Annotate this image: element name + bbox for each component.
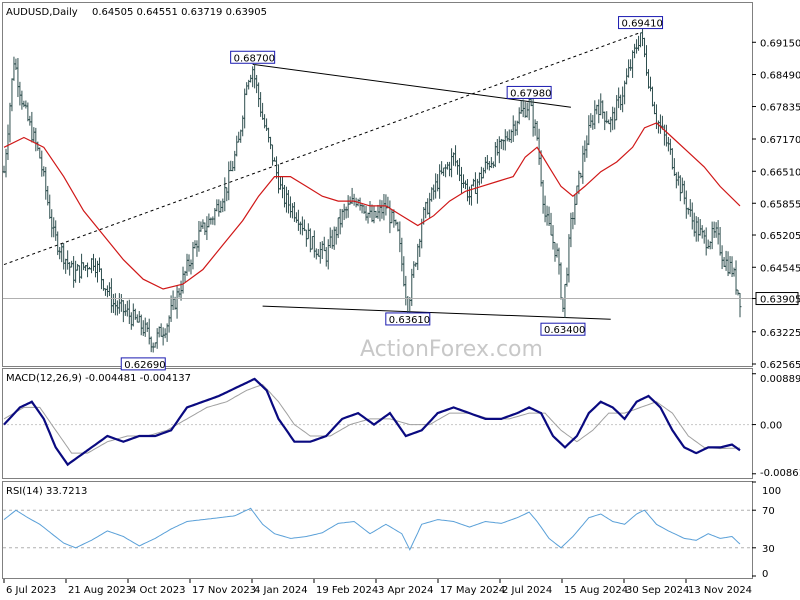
- rsi-y-axis: 100 70 30 0: [752, 481, 781, 580]
- price-tick: 0.65855: [752, 199, 800, 210]
- macd-tick: -0.008612: [752, 468, 800, 479]
- x-tick: 19 Feb 2024: [313, 579, 378, 596]
- rsi-panel-frame: [2, 481, 753, 579]
- macd-title: MACD(12,26,9) -0.004481 -0.004137: [6, 373, 191, 384]
- price-annotations: 0.62690 0.68700 0.67980 0.63610 0.63400 0.694…: [120, 16, 664, 371]
- price-bar: [738, 292, 742, 318]
- price-tick: 0.69150: [752, 38, 800, 49]
- svg-text:0.67835: 0.67835: [760, 103, 800, 114]
- macd-y-axis: 0.008896 0.00 -0.008612: [752, 373, 800, 479]
- price-tick: 0.67170: [752, 135, 800, 146]
- rsi-tick: 70: [752, 506, 775, 517]
- svg-text:-0.008612: -0.008612: [760, 468, 800, 479]
- watermark: ActionForex.com: [360, 337, 543, 362]
- moving-average: [3, 122, 741, 290]
- price-title: AUDUSD,Daily: [6, 7, 78, 18]
- svg-text:15 Aug 2024: 15 Aug 2024: [564, 585, 628, 596]
- ma-line: [3, 122, 741, 290]
- price-ohlc-text: 0.64505 0.64551 0.63719 0.63905: [92, 7, 267, 18]
- rsi-tick: 30: [752, 544, 775, 555]
- price-annotation: 0.62690: [120, 357, 166, 371]
- price-tick: 0.66510: [752, 167, 800, 178]
- svg-text:17 May 2024: 17 May 2024: [440, 585, 505, 596]
- svg-text:0.63905: 0.63905: [760, 295, 800, 306]
- svg-text:0: 0: [762, 569, 768, 580]
- svg-text:13 Nov 2024: 13 Nov 2024: [688, 585, 752, 596]
- macd-panel-frame: [2, 368, 753, 479]
- svg-text:3 Apr 2024: 3 Apr 2024: [378, 585, 433, 596]
- svg-text:0.65855: 0.65855: [760, 199, 800, 210]
- svg-text:0.63610: 0.63610: [389, 315, 430, 326]
- svg-text:0.63400: 0.63400: [544, 325, 585, 336]
- svg-text:30 Sep 2024: 30 Sep 2024: [626, 585, 689, 596]
- x-tick: 15 Aug 2024: [561, 579, 628, 596]
- last-price-label: 0.63905: [752, 292, 800, 306]
- svg-text:0.62565: 0.62565: [760, 360, 800, 371]
- svg-text:0.65205: 0.65205: [760, 231, 800, 242]
- svg-text:0.68700: 0.68700: [234, 53, 275, 64]
- svg-text:6 Jul 2023: 6 Jul 2023: [6, 585, 56, 596]
- price-annotation: 0.69410: [618, 16, 664, 30]
- price-annotation: 0.63400: [540, 322, 586, 336]
- rsi-line: [3, 507, 741, 551]
- x-tick: 2 Jul 2024: [499, 579, 552, 596]
- trendline-1: [252, 63, 571, 108]
- x-tick: 6 Jul 2023: [3, 579, 56, 596]
- x-tick: 17 Nov 2023: [189, 579, 256, 596]
- svg-text:2 Jul 2024: 2 Jul 2024: [502, 585, 552, 596]
- svg-text:0.63225: 0.63225: [760, 328, 800, 339]
- x-tick: 17 May 2024: [437, 579, 505, 596]
- trendline-2: [262, 305, 611, 320]
- svg-text:17 Nov 2023: 17 Nov 2023: [192, 585, 256, 596]
- price-tick: 0.64545: [752, 263, 800, 274]
- svg-text:4 Jan 2024: 4 Jan 2024: [254, 585, 308, 596]
- svg-text:70: 70: [762, 506, 775, 517]
- trendline-3: [3, 32, 641, 266]
- x-tick: 13 Nov 2024: [685, 579, 752, 596]
- svg-text:19 Feb 2024: 19 Feb 2024: [316, 585, 378, 596]
- rsi-levels: [3, 509, 752, 549]
- macd-main-path: [3, 377, 741, 467]
- svg-text:0.69410: 0.69410: [622, 19, 663, 30]
- rsi-tick: 0: [752, 569, 768, 580]
- x-tick: 4 Oct 2023: [127, 579, 185, 596]
- x-tick: 3 Apr 2024: [375, 579, 433, 596]
- svg-text:0.67980: 0.67980: [510, 88, 551, 99]
- rsi-tick: 100: [752, 481, 781, 497]
- rsi-title: RSI(14) 33.7213: [6, 486, 87, 497]
- svg-text:0.62690: 0.62690: [124, 360, 165, 371]
- price-bars: [2, 26, 742, 353]
- price-tick: 0.62565: [752, 360, 800, 371]
- svg-text:30: 30: [762, 544, 775, 555]
- x-tick: 30 Sep 2024: [623, 579, 689, 596]
- svg-text:0.66510: 0.66510: [760, 167, 800, 178]
- svg-text:0.00: 0.00: [760, 421, 782, 432]
- price-annotation: 0.67980: [506, 85, 552, 99]
- svg-text:21 Aug 2023: 21 Aug 2023: [68, 585, 132, 596]
- price-tick: 0.68490: [752, 71, 800, 82]
- svg-text:0.68490: 0.68490: [760, 71, 800, 82]
- x-tick: 4 Jan 2024: [251, 579, 308, 596]
- svg-text:0.008896: 0.008896: [760, 374, 800, 385]
- macd-tick: 0.008896: [752, 373, 800, 385]
- price-annotation: 0.68700: [230, 50, 276, 64]
- svg-text:0.67170: 0.67170: [760, 135, 800, 146]
- macd-line: [3, 377, 741, 467]
- svg-text:4 Oct 2023: 4 Oct 2023: [130, 585, 185, 596]
- price-tick: 0.65205: [752, 231, 800, 242]
- price-y-axis: 0.69150 0.68490 0.67835 0.67170 0.66510 0.658…: [752, 38, 800, 371]
- price-tick: 0.67835: [752, 103, 800, 114]
- macd-tick: 0.00: [752, 421, 782, 432]
- x-tick: 21 Aug 2023: [65, 579, 132, 596]
- svg-text:100: 100: [762, 486, 781, 497]
- rsi-path: [3, 507, 741, 551]
- price-tick: 0.63225: [752, 328, 800, 339]
- trendlines: [3, 32, 641, 320]
- svg-text:0.69150: 0.69150: [760, 38, 800, 49]
- price-annotation: 0.63610: [385, 312, 431, 326]
- price-panel-frame: [2, 2, 753, 367]
- svg-text:0.64545: 0.64545: [760, 263, 800, 274]
